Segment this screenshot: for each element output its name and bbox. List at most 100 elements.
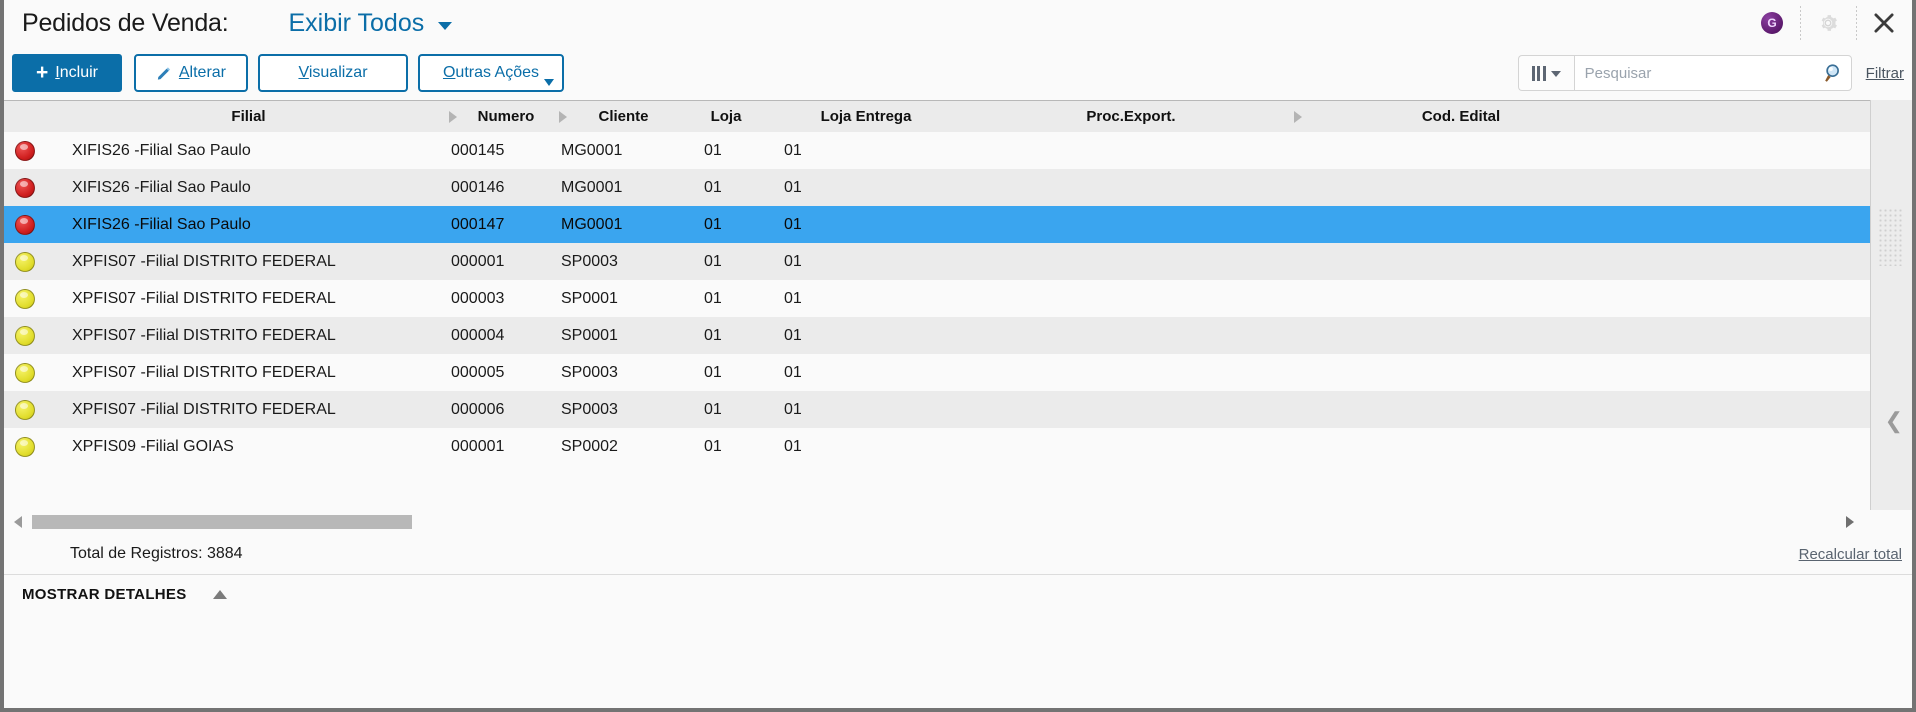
table-row[interactable]: XIFIS26 -Filial Sao Paulo 000146 MG0001 01 0… [4,169,1878,206]
cell-numero: 000006 [451,400,505,418]
cell-cliente: SP0003 [561,252,618,270]
column-chooser-button[interactable] [1517,55,1574,91]
column-resize-handle-icon[interactable] [1294,110,1302,123]
cell-lojaent: 01 [784,363,802,381]
pencil-icon [157,66,171,80]
incluir-label-rest: ncluir [59,64,98,81]
chevron-down-icon [544,79,554,86]
cell-lojaent: 01 [784,289,802,307]
cell-loja: 01 [704,289,722,307]
cell-filial: XPFIS07 -Filial DISTRITO FEDERAL [72,326,336,344]
incluir-button[interactable]: + Incluir [12,54,122,92]
outras-acoes-label-accel: O [442,64,456,81]
cell-edital [1296,428,1626,465]
table-row[interactable]: XIFIS26 -Filial Sao Paulo 000147 MG0001 01 0… [4,206,1878,243]
column-header-cliente-label: Cliente [598,108,649,125]
view-filter-dropdown[interactable]: Exibir Todos [289,9,453,38]
column-resize-handle-icon[interactable] [559,110,567,123]
status-yellow-icon [15,399,35,420]
table-row[interactable]: XPFIS07 -Filial DISTRITO FEDERAL 000003 SP… [4,280,1878,317]
scroll-left-icon[interactable] [14,516,22,528]
row-status-cell [4,354,46,391]
cell-numero: 000003 [451,289,505,307]
hscroll-thumb[interactable] [32,515,412,529]
table-row[interactable]: XIFIS26 -Filial Sao Paulo 000145 MG0001 01 0… [4,132,1878,169]
row-status-cell [4,169,46,206]
cell-lojaent: 01 [784,437,802,455]
table-row[interactable]: XPFIS07 -Filial DISTRITO FEDERAL 000006 SP… [4,391,1878,428]
column-header-cod-edital[interactable]: Cod. Edital [1296,101,1626,133]
mostrar-detalhes-bar[interactable]: MOSTRAR DETALHES [4,574,1912,614]
cell-proc [966,317,1296,354]
magnifier-icon[interactable] [1823,62,1845,84]
cell-lojaent: 01 [784,215,802,233]
mostrar-detalhes-label: MOSTRAR DETALHES [22,586,187,603]
cell-proc [966,354,1296,391]
column-header-loja[interactable]: Loja [686,101,766,133]
alterar-label-rest: lterar [189,64,226,81]
alterar-label-accel: A [178,64,190,81]
user-avatar-button[interactable]: G [1744,0,1800,46]
cell-cliente: SP0001 [561,289,618,307]
row-status-cell [4,317,46,354]
table-row[interactable]: XPFIS07 -Filial DISTRITO FEDERAL 000001 SP… [4,243,1878,280]
page-title: Pedidos de Venda: [22,8,229,37]
view-filter-label: Exibir Todos [288,8,425,37]
alterar-button[interactable]: Alterar [134,54,248,92]
column-header-proc-export[interactable]: Proc.Export. [966,101,1302,133]
table-row[interactable]: XPFIS09 -Filial GOIAS 000001 SP0002 01 01 [4,428,1878,465]
cell-proc [966,132,1296,169]
horizontal-scrollbar[interactable] [4,510,1912,534]
cell-lojaent: 01 [784,252,802,270]
visualizar-label-accel: V [298,64,309,81]
cell-numero: 000001 [451,252,505,270]
cell-cliente: SP0001 [561,326,618,344]
status-yellow-icon [15,436,35,457]
filtrar-link[interactable]: Filtrar [1865,64,1904,82]
panel-drag-handle[interactable] [1878,208,1904,266]
visualizar-button[interactable]: Visualizar [258,54,408,92]
outras-acoes-button[interactable]: Outras Ações [418,54,564,92]
titlebar-actions: G [1744,0,1912,46]
cell-loja: 01 [704,178,722,196]
column-header-loja-entrega-label: Loja Entrega [820,108,912,125]
cell-filial: XPFIS07 -Filial DISTRITO FEDERAL [72,363,336,381]
column-header-loja-entrega[interactable]: Loja Entrega [766,101,966,133]
outras-acoes-label-rest: utras Ações [455,64,540,81]
column-header-cliente[interactable]: Cliente [561,101,686,133]
cell-edital [1296,354,1626,391]
cell-filial: XPFIS07 -Filial DISTRITO FEDERAL [72,289,336,307]
row-status-cell [4,243,46,280]
outras-acoes-label: Outras Ações [443,64,539,82]
cell-numero: 000005 [451,363,505,381]
toolbar-search-group: Filtrar [1517,46,1912,100]
cell-edital [1296,280,1626,317]
cell-cliente: MG0001 [561,178,623,196]
table-row[interactable]: XPFIS07 -Filial DISTRITO FEDERAL 000004 SP… [4,317,1878,354]
cell-cliente: SP0003 [561,400,618,418]
records-grid: Filial Numero Cliente Loja Loja Entrega [4,100,1912,510]
action-toolbar: + Incluir Alterar Visualizar Outras Açõe… [4,46,1912,100]
status-red-icon [15,140,35,161]
column-header-numero[interactable]: Numero [451,101,567,133]
collapse-panel-button[interactable]: ❮ [1884,408,1903,433]
scroll-right-icon[interactable] [1846,516,1854,528]
hscroll-track[interactable] [32,515,1838,529]
cell-lojaent: 01 [784,178,802,196]
status-red-icon [15,177,35,198]
close-button[interactable] [1856,0,1912,46]
column-resize-handle-icon[interactable] [449,110,457,123]
status-yellow-icon [15,288,35,309]
search-input[interactable] [1584,64,1823,82]
recalcular-total-link[interactable]: Recalcular total [1798,545,1902,563]
table-row[interactable]: XPFIS07 -Filial DISTRITO FEDERAL 000005 SP… [4,354,1878,391]
cell-cliente: MG0001 [561,141,623,159]
cell-edital [1296,391,1626,428]
gear-icon [1821,15,1837,31]
grid-header-row: Filial Numero Cliente Loja Loja Entrega [4,100,1878,132]
alterar-label: Alterar [179,64,226,82]
cell-proc [966,169,1296,206]
cell-loja: 01 [704,326,722,344]
settings-button[interactable] [1800,0,1856,46]
column-header-filial[interactable]: Filial [46,101,457,133]
